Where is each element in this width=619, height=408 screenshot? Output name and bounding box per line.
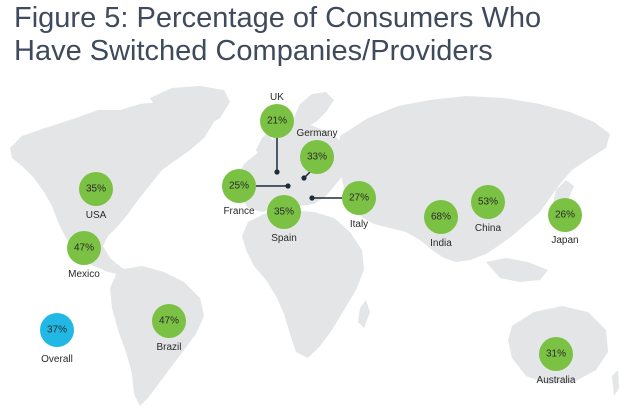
- land-southeast-asia: [486, 258, 548, 282]
- bubble-uk: [260, 104, 294, 138]
- bubble-mexico: [67, 231, 101, 265]
- land-south-america: [110, 266, 204, 406]
- label-china: China: [475, 223, 502, 234]
- label-germany: Germany: [296, 128, 337, 139]
- bubble-brazil: [152, 304, 186, 338]
- location-dot-italy: [309, 195, 315, 201]
- value-france: 25%: [229, 181, 249, 192]
- title-line-2: Have Switched Companies/Providers: [14, 35, 493, 67]
- label-overall: Overall: [41, 354, 73, 365]
- bubble-overall: [40, 313, 74, 347]
- land-asia: [338, 96, 610, 262]
- bubble-italy: [342, 181, 376, 215]
- label-spain: Spain: [271, 233, 297, 244]
- label-uk: UK: [270, 92, 284, 103]
- bubble-france: [222, 169, 256, 203]
- value-japan: 26%: [555, 210, 575, 221]
- value-spain: 35%: [274, 207, 294, 218]
- label-mexico: Mexico: [68, 269, 100, 280]
- land-greenland: [150, 86, 230, 128]
- land-scandinavia: [292, 92, 334, 128]
- figure-title: Figure 5: Percentage of Consumers Who Ha…: [14, 2, 614, 68]
- label-india: India: [430, 238, 452, 249]
- value-uk: 21%: [267, 116, 287, 127]
- bubble-india: [424, 200, 458, 234]
- bubble-usa: [79, 172, 113, 206]
- location-dot-france: [285, 183, 291, 189]
- label-brazil: Brazil: [156, 342, 181, 353]
- land-new-zealand: [612, 370, 619, 396]
- bubble-layer: 21% 33% 25% 35% 27% 35% 47% 47% 68% 53% 26% 31% 37%: [40, 104, 582, 371]
- value-australia: 31%: [546, 349, 566, 360]
- label-france: France: [223, 206, 255, 217]
- value-usa: 35%: [86, 184, 106, 195]
- land-africa: [242, 210, 364, 358]
- value-mexico: 47%: [74, 243, 94, 254]
- value-brazil: 47%: [159, 316, 179, 327]
- label-japan: Japan: [551, 235, 578, 246]
- label-australia: Australia: [537, 375, 576, 386]
- bubble-japan: [548, 198, 582, 232]
- bubble-germany: [300, 140, 334, 174]
- bubble-spain: [267, 195, 301, 229]
- value-germany: 33%: [307, 152, 327, 163]
- title-line-1: Figure 5: Percentage of Consumers Who: [14, 2, 542, 34]
- land-britain: [256, 132, 272, 160]
- bubble-australia: [539, 337, 573, 371]
- label-italy: Italy: [350, 219, 368, 230]
- label-layer: UK Germany France Spain Italy USA Mexico Brazil…: [41, 92, 578, 386]
- location-dot-germany: [301, 175, 307, 181]
- land-madagascar: [358, 300, 370, 328]
- value-india: 68%: [431, 212, 451, 223]
- location-dot-uk: [274, 169, 280, 175]
- value-overall: 37%: [47, 325, 67, 336]
- label-usa: USA: [86, 210, 107, 221]
- value-china: 53%: [478, 197, 498, 208]
- bubble-china: [471, 185, 505, 219]
- value-italy: 27%: [349, 193, 369, 204]
